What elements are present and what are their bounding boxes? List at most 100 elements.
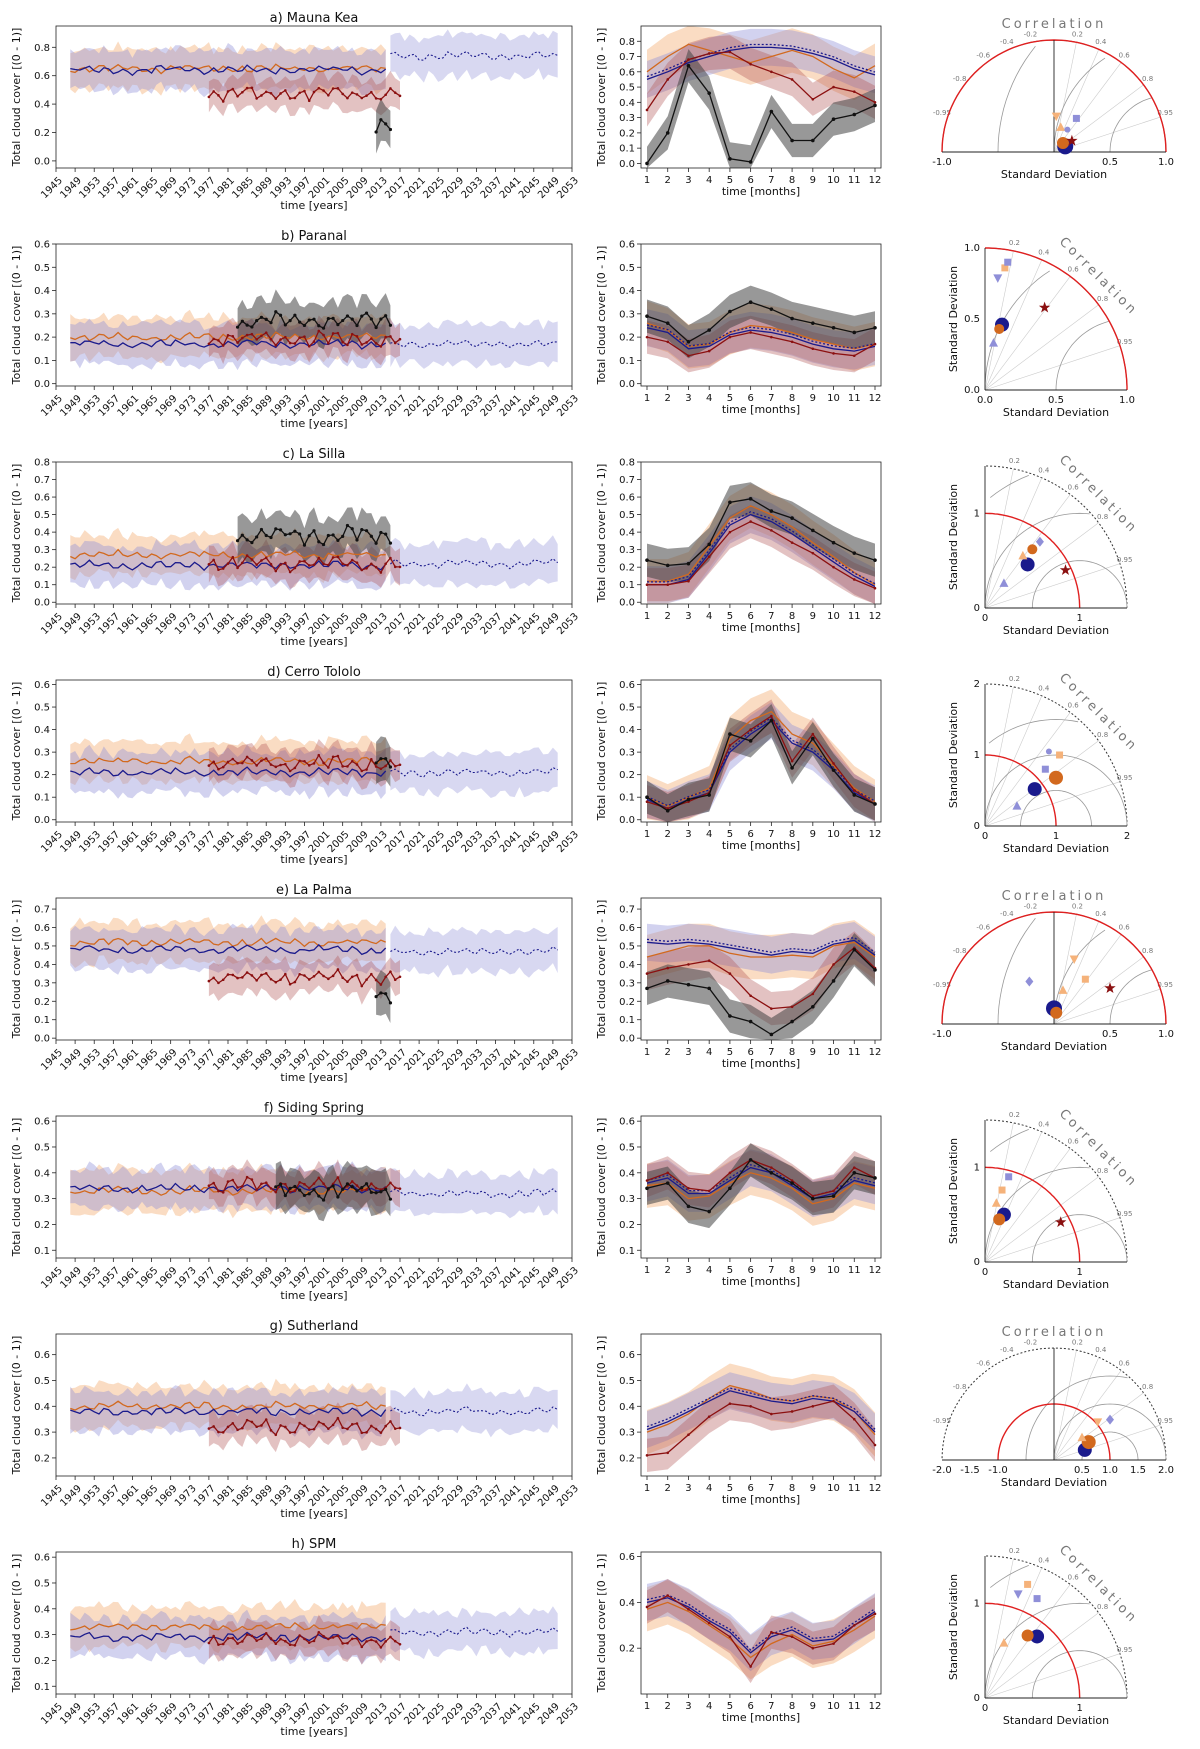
month-tick-label: 3 xyxy=(685,393,691,404)
taylor-marker-square xyxy=(1024,1580,1032,1588)
observation-point xyxy=(355,1189,359,1193)
ts-ytick-label: 0.3 xyxy=(34,545,50,556)
sc-xlabel: time [months] xyxy=(722,621,800,634)
reanalysis-point xyxy=(379,345,383,348)
correlation-tick-label: -0.2 xyxy=(1024,30,1038,38)
sc-ylabel: Total cloud cover [(0 - 1)] xyxy=(595,1554,608,1694)
reanalysis-point xyxy=(221,344,225,347)
orange-seasonal-band xyxy=(647,483,875,604)
observation-point xyxy=(274,1185,278,1189)
month-tick-label: 1 xyxy=(644,611,650,622)
sc-ytick-label: 0.4 xyxy=(619,528,635,539)
observation-point xyxy=(388,541,393,545)
month-tick-label: 4 xyxy=(706,175,712,186)
reanalysis-point xyxy=(279,1424,282,1427)
observation-point xyxy=(360,1185,364,1190)
reanalysis-point xyxy=(307,978,311,981)
observation-point xyxy=(250,541,254,545)
reanalysis-point xyxy=(212,558,215,562)
observation-point xyxy=(302,1193,307,1198)
reanalysis-point xyxy=(288,341,292,345)
reanalysis-seasonal-line xyxy=(646,1159,876,1197)
taylor-marker-square xyxy=(1041,765,1049,773)
correlation-tick-label: -0.95 xyxy=(933,1417,951,1425)
reanalysis-point xyxy=(389,759,392,762)
reanalysis-seasonal-line-point xyxy=(728,972,732,975)
reanalysis-point xyxy=(298,972,301,976)
ts-ytick-label: 0.1 xyxy=(34,1682,50,1693)
reanalysis-point xyxy=(322,89,325,92)
sc-ytick-label: 0.4 xyxy=(619,98,635,109)
observation-point xyxy=(384,1187,388,1191)
reanalysis-point xyxy=(231,973,235,977)
correlation-ray xyxy=(984,522,1099,609)
reanalysis-point xyxy=(250,558,254,561)
taylor-xtick-label: 0.5 xyxy=(1102,157,1118,168)
reanalysis-point xyxy=(269,1637,273,1640)
observation-point xyxy=(364,1182,369,1186)
sc-ylabel: Total cloud cover [(0 - 1)] xyxy=(595,900,608,1040)
reanalysis-point xyxy=(298,1634,301,1637)
reanalysis-point xyxy=(212,1181,215,1185)
observation-seasonal-line-point xyxy=(665,563,670,568)
reanalysis-point xyxy=(236,566,239,570)
month-tick-label: 2 xyxy=(665,829,671,840)
ts-xlabel: time [years] xyxy=(280,199,347,212)
reanalysis-point xyxy=(370,1424,373,1428)
sc-xlabel: time [months] xyxy=(722,403,800,416)
orange-model-line xyxy=(70,937,386,948)
ts-xlabel: time [years] xyxy=(280,1507,347,1520)
orange-seasonal-line xyxy=(646,941,876,958)
reanalysis-point xyxy=(269,977,273,981)
reanalysis-point xyxy=(398,1426,402,1430)
reanalysis-point xyxy=(293,1643,297,1647)
month-tick-label: 10 xyxy=(827,393,840,404)
month-tick-label: 9 xyxy=(810,175,816,186)
reanalysis-point xyxy=(331,332,335,335)
observation-point xyxy=(307,534,311,538)
observation-point xyxy=(326,317,330,321)
observation-point xyxy=(388,127,393,132)
reanalysis-point xyxy=(374,97,378,100)
reanalysis-seasonal-line-point xyxy=(770,335,773,339)
reanalysis-point xyxy=(284,1425,287,1429)
observation-seasonal-line-point xyxy=(873,802,877,806)
taylor-marker-triangle xyxy=(999,578,1009,587)
reanalysis-point xyxy=(279,763,282,767)
ts-ytick-label: 0.8 xyxy=(34,458,50,469)
reanalysis-point xyxy=(307,764,311,767)
reanalysis-point xyxy=(379,983,383,986)
reanalysis-seasonal-line-point xyxy=(645,108,649,112)
reanalysis-point xyxy=(255,1425,258,1429)
panel-title: f) Siding Spring xyxy=(264,1101,364,1116)
sc-ytick-label: 0.6 xyxy=(619,493,635,504)
month-tick-label: 2 xyxy=(665,1483,671,1494)
observation-seasonal-line-point xyxy=(645,558,649,562)
ts-ytick-label: 0.5 xyxy=(34,1142,50,1153)
reanalysis-point xyxy=(384,1640,387,1643)
observation-point xyxy=(364,311,369,315)
taylor-xlabel: Standard Deviation xyxy=(1003,1714,1109,1727)
observation-point xyxy=(360,314,364,318)
reanalysis-point xyxy=(245,86,249,90)
reanalysis-point xyxy=(226,760,230,764)
ts-xlabel: time [years] xyxy=(280,853,347,866)
correlation-tick-label: 0.95 xyxy=(1117,1646,1133,1654)
taylor-ytick-label: 0 xyxy=(974,603,980,614)
reference-std-arc xyxy=(984,1602,1081,1699)
correlation-tick-label: 0.2 xyxy=(1009,457,1020,465)
observation-point xyxy=(255,319,259,323)
reanalysis-point xyxy=(284,89,287,92)
sc-xlabel: time [months] xyxy=(722,1057,800,1070)
reanalysis-point xyxy=(384,764,387,768)
observation-point xyxy=(317,324,321,328)
reanalysis-point xyxy=(274,1642,278,1646)
taylor-marker-square xyxy=(1056,751,1064,759)
reanalysis-point xyxy=(207,1641,211,1645)
month-tick-label: 4 xyxy=(706,1265,712,1276)
observation-point xyxy=(298,532,302,536)
reanalysis-point xyxy=(241,1640,244,1643)
reanalysis-seasonal-band xyxy=(647,1578,875,1684)
ts-ylabel: Total cloud cover [(0 - 1)] xyxy=(10,464,23,604)
reanalysis-point xyxy=(374,565,378,569)
